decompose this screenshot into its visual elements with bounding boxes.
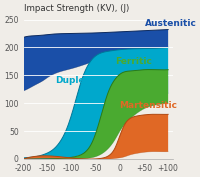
- Polygon shape: [24, 70, 168, 159]
- Text: Duplex: Duplex: [55, 76, 90, 85]
- Polygon shape: [24, 114, 168, 159]
- Text: Martensitic: Martensitic: [119, 101, 177, 110]
- Polygon shape: [24, 47, 168, 159]
- Text: Impact Strength (KV), (J): Impact Strength (KV), (J): [24, 4, 129, 13]
- Text: Ferritic: Ferritic: [115, 57, 152, 66]
- Polygon shape: [24, 30, 168, 91]
- Text: Austenitic: Austenitic: [145, 19, 197, 28]
